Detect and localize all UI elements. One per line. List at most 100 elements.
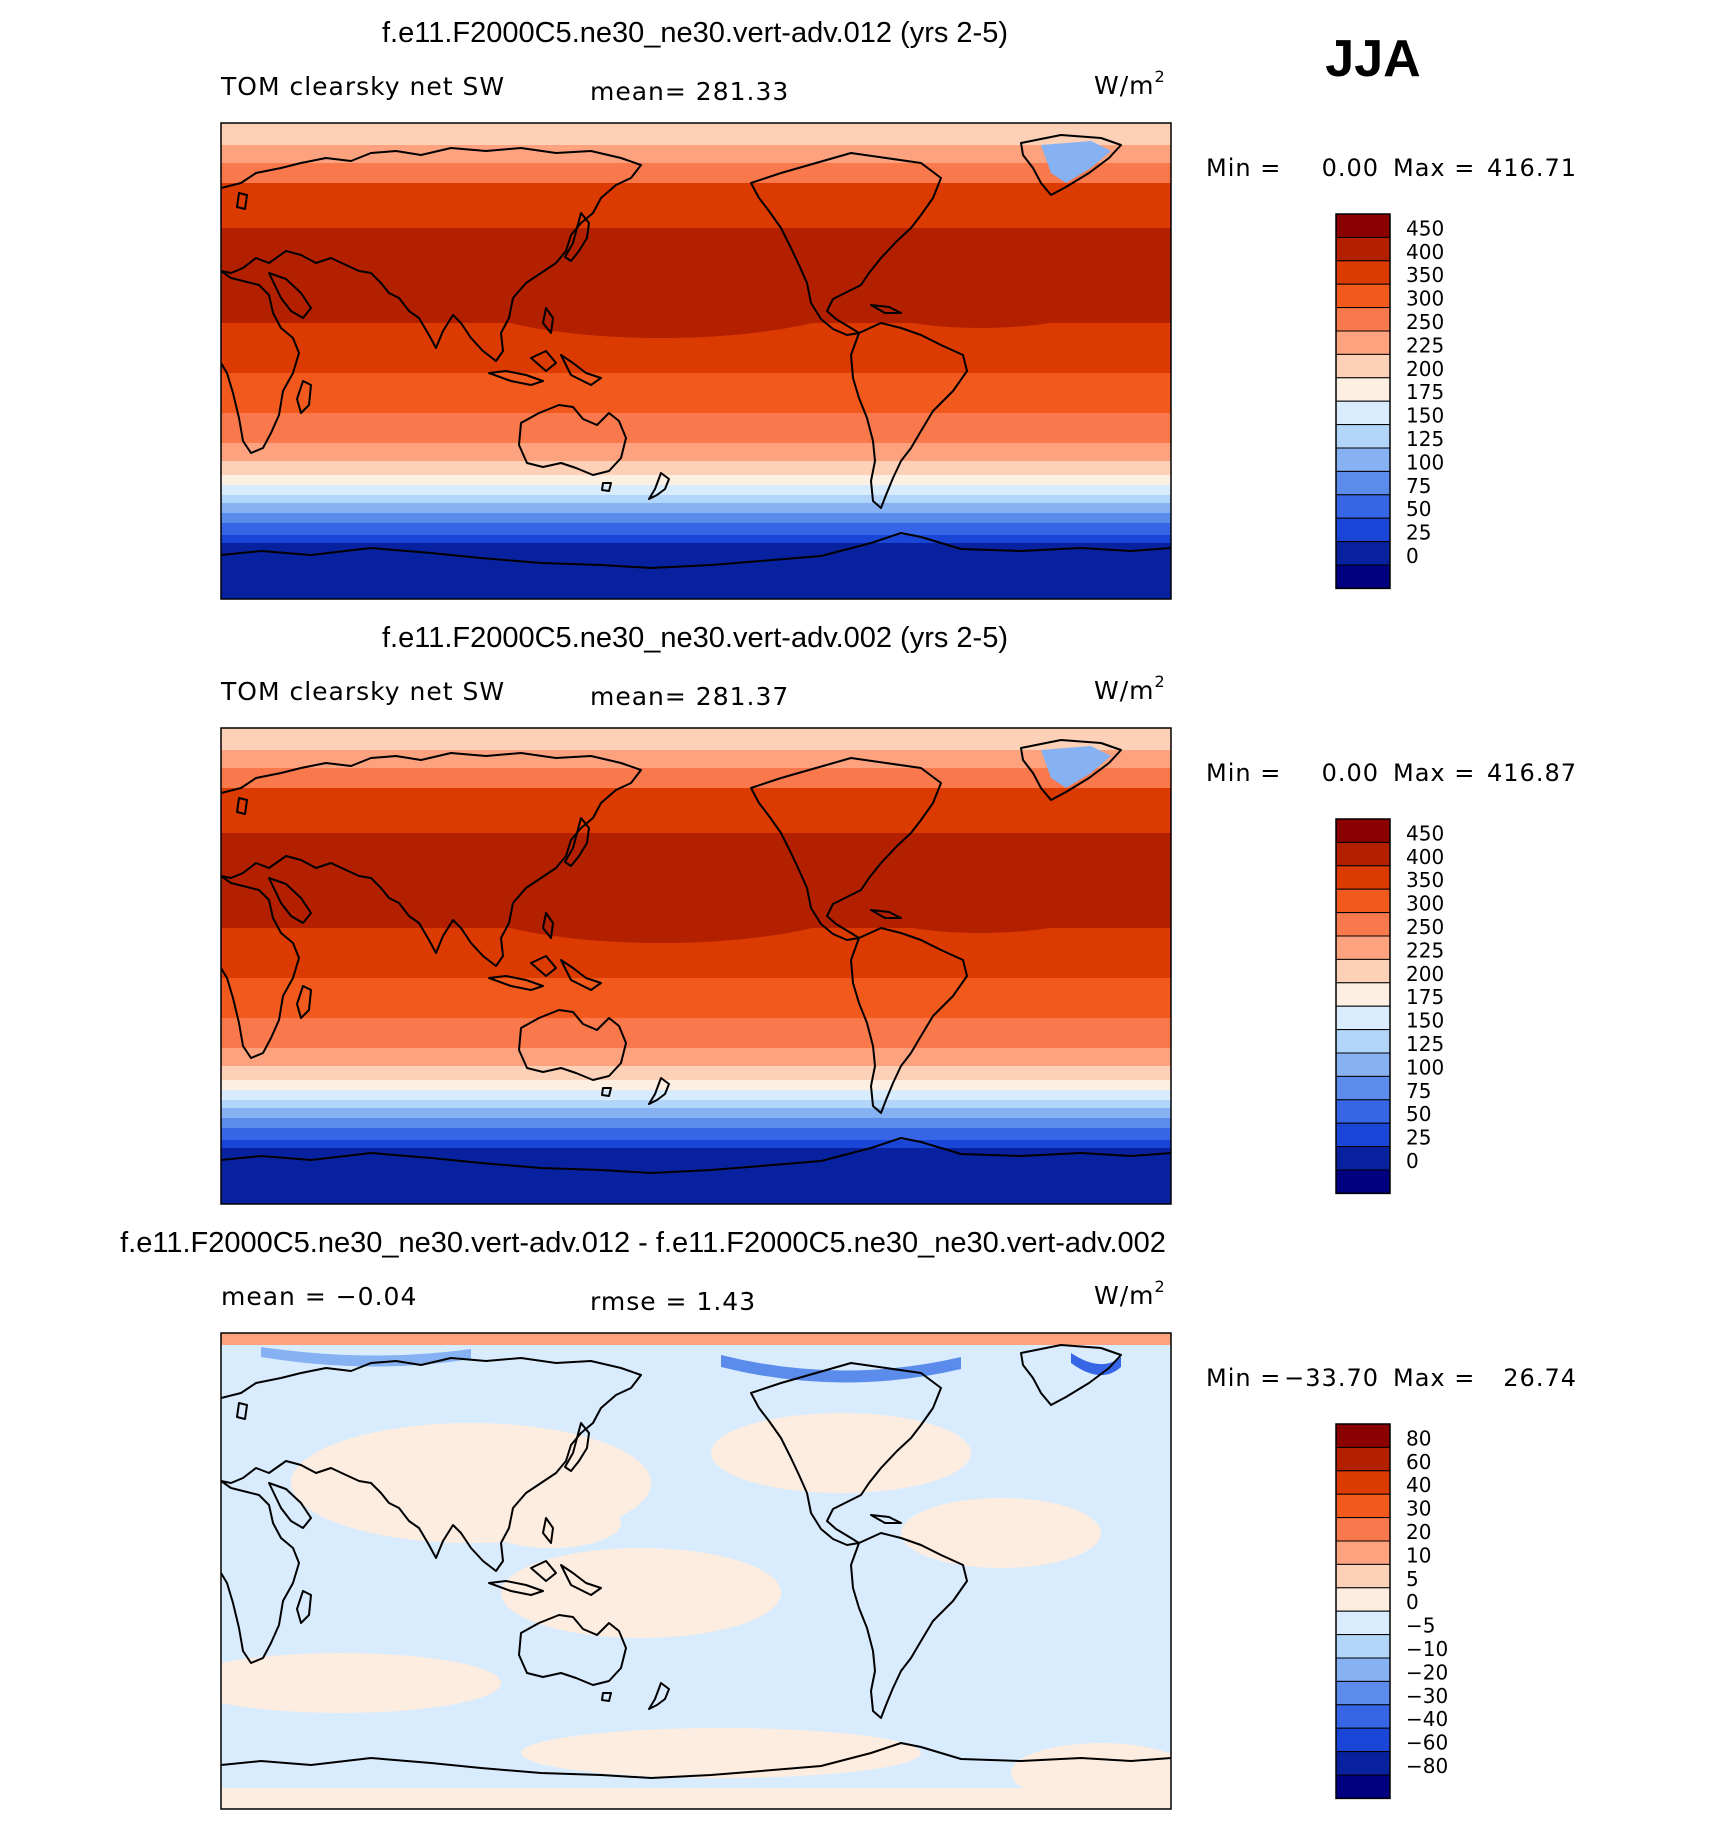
contour-band <box>481 1498 621 1548</box>
greenland-field <box>1041 141 1111 183</box>
colorbar-swatch <box>1335 400 1391 426</box>
colorbar-tick-label: 75 <box>1406 1079 1431 1103</box>
max-label: Max = <box>1393 154 1475 182</box>
units-superscript: 2 <box>1155 67 1166 86</box>
min-value: 0.00 <box>1322 759 1379 787</box>
contour-band <box>221 1108 1171 1118</box>
colorbar-swatch <box>1335 912 1391 937</box>
mean-label: mean = −0.04 <box>221 1282 417 1311</box>
colorbar-swatch <box>1335 330 1391 355</box>
contour-band <box>721 1355 961 1383</box>
colorbar-frame <box>1335 213 1391 590</box>
contour-band <box>1011 1743 1171 1803</box>
colorbar-tick-label: 150 <box>1406 404 1444 428</box>
colorbar-tick-label: 125 <box>1406 1032 1444 1056</box>
colorbar-swatch <box>1335 1727 1391 1753</box>
contour-band <box>711 1413 971 1493</box>
colorbar-tick-label: 300 <box>1406 287 1444 311</box>
contour-band <box>221 1333 1171 1345</box>
colorbar-tick-label: 225 <box>1406 938 1444 962</box>
min-label: Min = <box>1206 759 1281 787</box>
colorbar-swatch <box>1335 424 1391 449</box>
contour-band <box>221 145 1171 163</box>
units-text: W/m <box>1094 71 1155 100</box>
contour-band <box>221 413 1171 443</box>
colorbar-swatch <box>1335 1634 1391 1659</box>
colorbar-swatch <box>1335 935 1391 960</box>
colorbar-swatch <box>1335 1610 1391 1636</box>
contour-band <box>221 495 1171 503</box>
colorbar-swatch <box>1335 283 1391 309</box>
panel-title: f.e11.F2000C5.ne30_ne30.vert-adv.012 (yr… <box>382 17 1008 49</box>
contour-band <box>221 1118 1171 1128</box>
colorbar-swatch <box>1335 307 1391 332</box>
max-label: Max = <box>1393 759 1475 787</box>
mean-label: mean= 281.33 <box>590 77 789 106</box>
colorbar-tick-label: 75 <box>1406 474 1431 498</box>
panel-title: f.e11.F2000C5.ne30_ne30.vert-adv.012 - f… <box>120 1227 1166 1259</box>
contour-band <box>221 978 1171 1018</box>
colorbar-swatch <box>1335 494 1391 519</box>
colorbar-tick-label: −80 <box>1406 1754 1448 1778</box>
map-frame <box>220 1332 1172 1810</box>
colorbar-tick-label: −40 <box>1406 1707 1448 1731</box>
colorbar-tick-label: −20 <box>1406 1660 1448 1684</box>
colorbar-tick-label: 350 <box>1406 868 1444 892</box>
colorbar-tick-label: 300 <box>1406 892 1444 916</box>
colorbar-swatch <box>1335 982 1391 1007</box>
colorbar-tick-label: 200 <box>1406 962 1444 986</box>
colorbar-tick-label: 250 <box>1406 915 1444 939</box>
colorbar-tick-label: 400 <box>1406 845 1444 869</box>
colorbar-tick-label: 225 <box>1406 333 1444 357</box>
contour-band <box>221 1788 1171 1809</box>
colorbar-swatch <box>1335 818 1391 843</box>
contour-band <box>221 1048 1171 1066</box>
contour-band <box>221 1100 1171 1108</box>
colorbar-frame <box>1335 1423 1391 1800</box>
colorbar-swatch <box>1335 447 1391 472</box>
colorbar-swatch <box>1335 1075 1391 1101</box>
panel-1: f.e11.F2000C5.ne30_ne30.vert-adv.012 (yr… <box>220 17 1576 600</box>
contour-band <box>831 843 1131 933</box>
contour-band <box>221 553 1171 599</box>
map-frame <box>220 727 1172 1205</box>
units-text: W/m <box>1094 676 1155 705</box>
min-max-label: Min = 0.00 Max = 416.87 <box>1206 759 1577 787</box>
colorbar-tick-label: −30 <box>1406 1684 1448 1708</box>
colorbar-swatch <box>1335 517 1391 543</box>
colorbar-swatch <box>1335 1470 1391 1495</box>
colorbar-tick-label: 450 <box>1406 216 1444 240</box>
season-label: JJA <box>1325 30 1420 88</box>
units-superscript: 2 <box>1155 672 1166 691</box>
colorbar-swatch <box>1335 260 1391 285</box>
colorbar-swatch <box>1335 1774 1391 1799</box>
colorbar-tick-label: 60 <box>1406 1450 1431 1474</box>
contour-band <box>261 1347 471 1367</box>
panel-3: f.e11.F2000C5.ne30_ne30.vert-adv.012 - f… <box>120 1227 1576 1810</box>
colorbar-swatch <box>1335 1029 1391 1054</box>
contour-band <box>221 1140 1171 1148</box>
colorbar-tick-label: 50 <box>1406 1102 1431 1126</box>
colorbar-swatch <box>1335 865 1391 890</box>
colorbar-tick-label: 10 <box>1406 1543 1431 1567</box>
max-value: 416.87 <box>1487 759 1577 787</box>
units-superscript: 2 <box>1155 1277 1166 1296</box>
map <box>220 727 1172 1205</box>
contour-band <box>221 1158 1171 1204</box>
contour-band <box>221 123 1171 145</box>
contour-band <box>221 461 1171 475</box>
colorbar-tick-label: 400 <box>1406 240 1444 264</box>
colorbar-tick-label: 5 <box>1406 1567 1419 1591</box>
contour-band <box>831 238 1131 328</box>
colorbar-tick-label: 50 <box>1406 497 1431 521</box>
colorbar-tick-label: 150 <box>1406 1009 1444 1033</box>
rmse-label: rmse = 1.43 <box>590 1287 756 1316</box>
colorbar-swatch <box>1335 377 1391 402</box>
colorbar-tick-label: 100 <box>1406 450 1444 474</box>
colorbar-swatch <box>1335 888 1391 914</box>
contour-band <box>221 183 1171 228</box>
units-label: W/m2 <box>1094 672 1166 705</box>
variable-label: TOM clearsky net SW <box>220 72 505 101</box>
